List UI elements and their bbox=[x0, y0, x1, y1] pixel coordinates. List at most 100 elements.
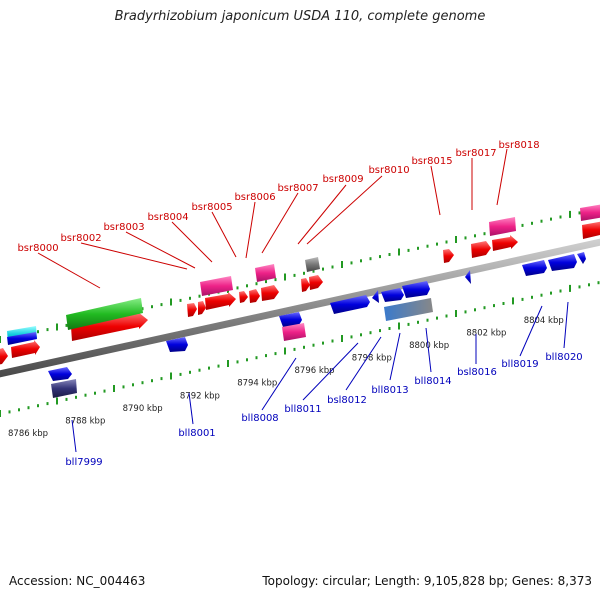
minor-tick bbox=[531, 295, 533, 299]
minor-tick bbox=[369, 257, 372, 261]
minor-tick bbox=[312, 343, 315, 347]
minor-tick bbox=[179, 372, 182, 376]
major-tick bbox=[56, 397, 58, 405]
forward-gene-arrow bbox=[239, 291, 248, 303]
minor-tick bbox=[407, 322, 410, 326]
forward-gene-arrow bbox=[492, 235, 518, 251]
minor-tick bbox=[388, 253, 391, 256]
scale-label: 8796 kbp bbox=[295, 366, 335, 376]
callout-line bbox=[519, 305, 543, 357]
minor-tick bbox=[132, 383, 134, 387]
forward-gene-arrow bbox=[198, 301, 206, 315]
minor-tick bbox=[303, 271, 305, 275]
minor-tick bbox=[331, 339, 334, 343]
minor-tick bbox=[445, 314, 448, 318]
callout-line bbox=[171, 221, 213, 263]
pink-gene-block bbox=[255, 264, 276, 282]
minor-tick bbox=[265, 280, 267, 284]
gene-label-bsr8005: bsr8005 bbox=[191, 202, 232, 213]
callout-line bbox=[496, 148, 508, 206]
minor-tick bbox=[350, 261, 353, 265]
gene-label-bll8013: bll8013 bbox=[371, 385, 408, 396]
minor-tick bbox=[303, 345, 305, 349]
minor-tick bbox=[141, 307, 144, 311]
minor-tick bbox=[531, 221, 533, 225]
minor-tick bbox=[369, 331, 372, 335]
minor-tick bbox=[246, 358, 248, 362]
minor-tick bbox=[559, 215, 562, 219]
gray-gene-block bbox=[305, 257, 320, 272]
callout-line bbox=[389, 332, 401, 381]
minor-tick bbox=[37, 330, 39, 334]
minor-tick bbox=[521, 223, 524, 227]
callout-line bbox=[37, 252, 101, 289]
minor-tick bbox=[198, 294, 201, 298]
minor-tick bbox=[65, 323, 68, 327]
gene-label-bsr8006: bsr8006 bbox=[234, 192, 275, 203]
minor-tick bbox=[198, 368, 201, 372]
major-tick bbox=[569, 210, 571, 218]
scale-label: 8786 kbp bbox=[8, 429, 48, 439]
scale-label: 8800 kbp bbox=[409, 341, 449, 351]
minor-tick bbox=[94, 391, 96, 395]
minor-tick bbox=[236, 286, 239, 290]
reverse-gene-arrow bbox=[372, 290, 379, 303]
gene-label-bll8011: bll8011 bbox=[284, 404, 321, 415]
major-tick bbox=[341, 261, 343, 268]
scale-label: 8804 kbp bbox=[524, 316, 564, 326]
major-tick bbox=[398, 248, 400, 256]
minor-tick bbox=[151, 379, 153, 383]
callout-line bbox=[261, 192, 299, 254]
minor-tick bbox=[293, 273, 296, 277]
forward-gene-arrow bbox=[11, 340, 40, 358]
callout-line bbox=[425, 327, 432, 373]
callout-line bbox=[80, 242, 188, 270]
minor-tick bbox=[436, 316, 438, 320]
minor-tick bbox=[559, 289, 562, 293]
major-tick bbox=[113, 385, 115, 392]
callout-line bbox=[302, 342, 359, 401]
minor-tick bbox=[502, 302, 505, 305]
major-tick bbox=[455, 310, 457, 317]
gene-label-bsr8018: bsr8018 bbox=[498, 140, 539, 151]
minor-tick bbox=[246, 284, 248, 288]
pink-gene-block bbox=[282, 323, 306, 341]
gene-label-bsr8010: bsr8010 bbox=[368, 165, 409, 176]
pink-gene-block bbox=[489, 217, 516, 236]
minor-tick bbox=[483, 232, 486, 236]
major-tick bbox=[170, 372, 172, 380]
gene-features bbox=[0, 204, 600, 398]
minor-tick bbox=[474, 234, 476, 238]
forward-gene-arrow bbox=[0, 348, 8, 365]
callout-line bbox=[188, 392, 194, 425]
gene-label-bsr8002: bsr8002 bbox=[60, 233, 101, 244]
forward-gene-arrow bbox=[71, 312, 148, 341]
minor-tick bbox=[360, 333, 362, 337]
gene-label-bsr8000: bsr8000 bbox=[17, 243, 58, 254]
minor-tick bbox=[322, 341, 324, 345]
gene-label-bsl8012: bsl8012 bbox=[327, 395, 367, 406]
minor-tick bbox=[46, 328, 49, 332]
green-gene-block bbox=[66, 298, 143, 330]
minor-tick bbox=[160, 377, 163, 381]
major-tick bbox=[56, 323, 58, 331]
major-tick bbox=[227, 360, 229, 367]
slate-gene-block bbox=[384, 298, 433, 321]
minor-tick bbox=[417, 320, 419, 324]
reverse-gene-arrow bbox=[402, 281, 430, 298]
gene-label-bsr8017: bsr8017 bbox=[455, 148, 496, 159]
callout-line bbox=[306, 175, 383, 245]
pink-gene-block bbox=[580, 204, 600, 221]
forward-gene-arrow bbox=[261, 285, 279, 301]
forward-gene-arrow bbox=[471, 241, 491, 258]
minor-tick bbox=[388, 327, 391, 330]
minor-tick bbox=[464, 310, 467, 314]
minor-tick bbox=[445, 240, 448, 244]
minor-tick bbox=[426, 318, 429, 322]
minor-tick bbox=[189, 370, 191, 374]
minor-tick bbox=[550, 291, 552, 295]
major-tick bbox=[569, 284, 571, 292]
callout-line bbox=[71, 419, 77, 453]
reverse-gene-arrow bbox=[522, 260, 547, 276]
minor-tick bbox=[426, 244, 429, 248]
